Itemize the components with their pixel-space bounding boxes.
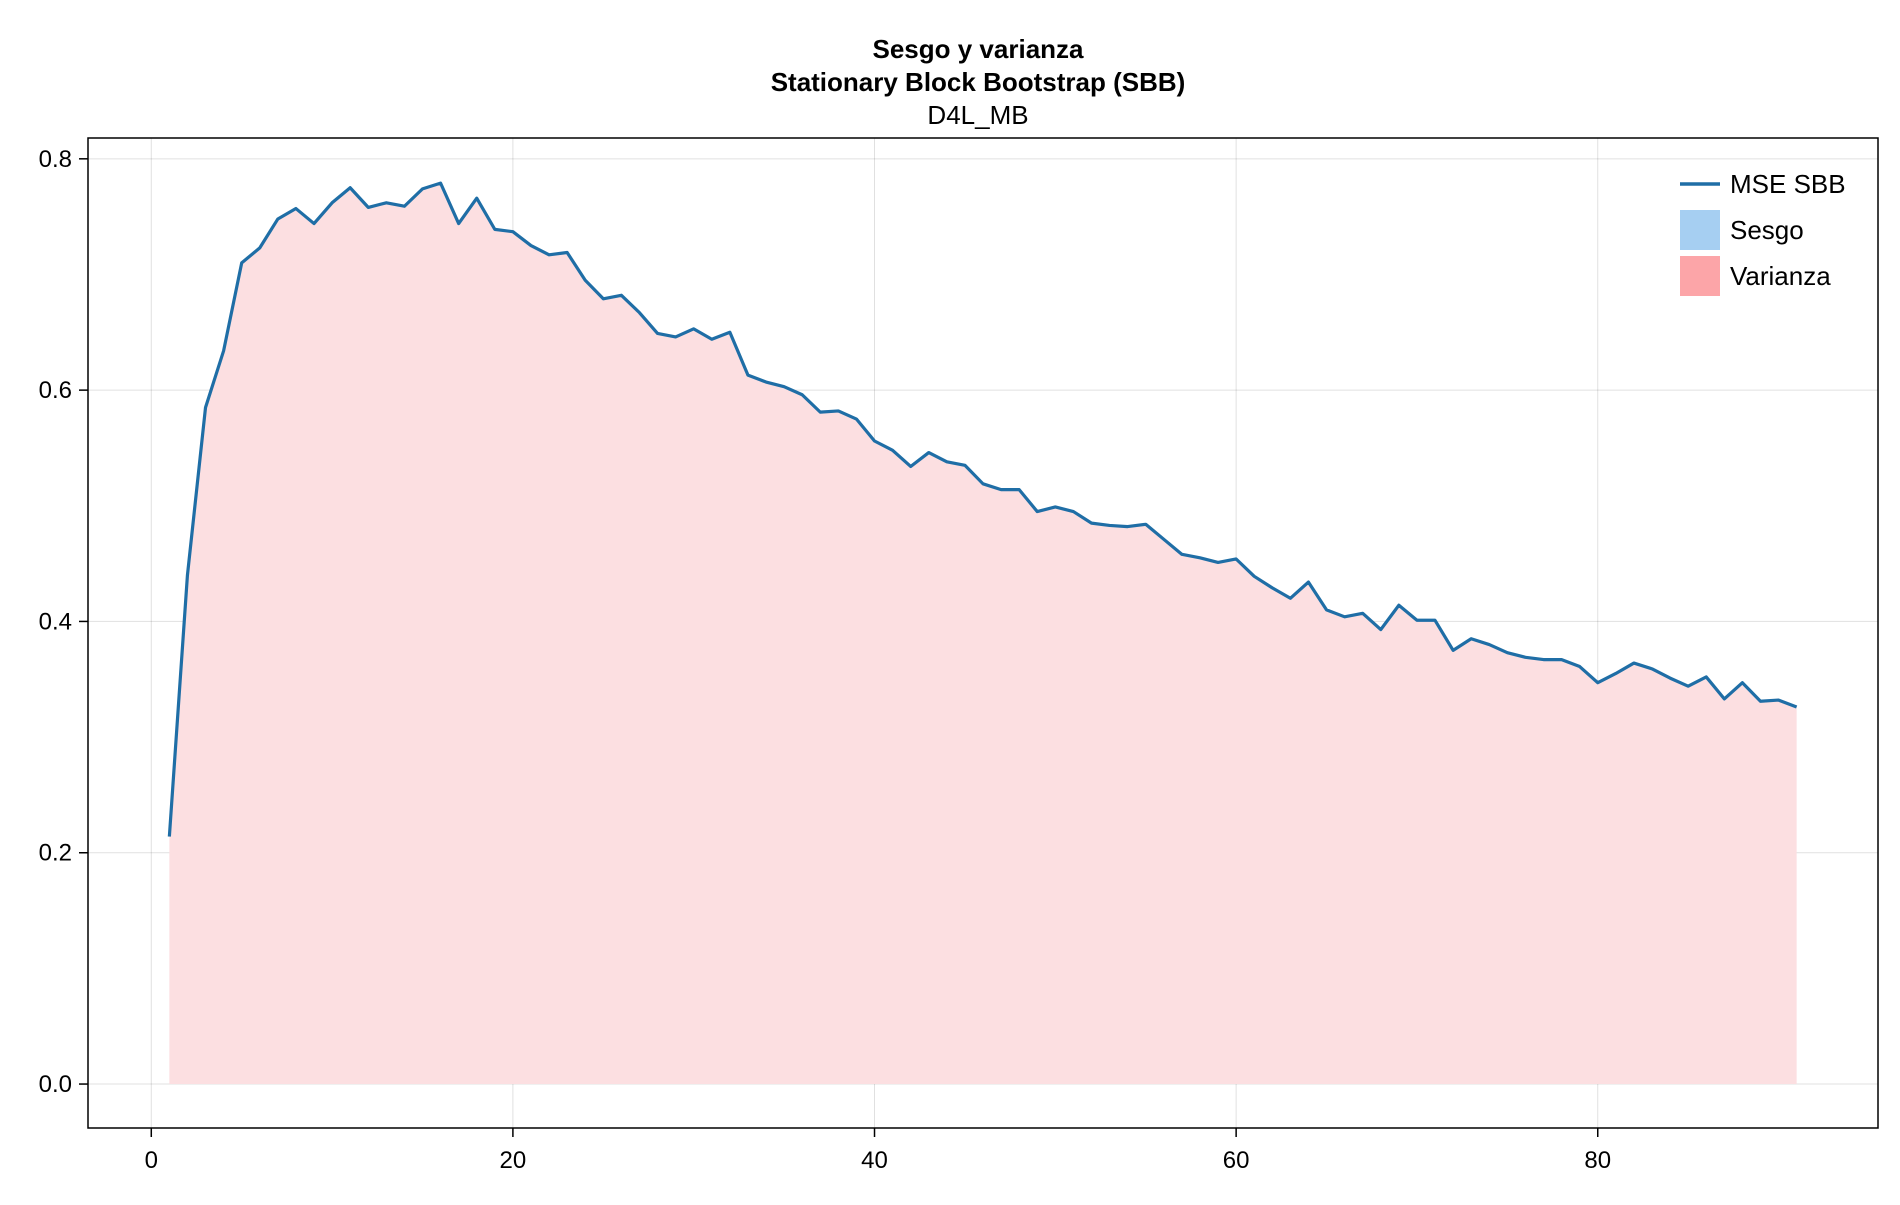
- tick-layer: 0 20 40 60 80 0.0 0.2 0.4 0.6 0.8: [39, 146, 1611, 1174]
- y-tick-label: 0.2: [39, 840, 72, 867]
- x-tick-label: 60: [1223, 1147, 1250, 1174]
- varianza-area: [169, 183, 1797, 1085]
- y-tick-label: 0.4: [39, 608, 72, 635]
- area-layer: [169, 183, 1797, 1085]
- plot-frame: [87, 137, 1879, 1129]
- line-layer: [167, 181, 1798, 837]
- legend-patch-swatch: [1680, 210, 1720, 250]
- legend-label: Sesgo: [1730, 215, 1804, 245]
- chart-subtitle: Stationary Block Bootstrap (SBB): [771, 67, 1186, 97]
- chart-subtitle-2: D4L_MB: [927, 100, 1028, 130]
- legend: MSE SBB Sesgo Varianza: [1680, 169, 1846, 296]
- x-tick-label: 40: [861, 1147, 888, 1174]
- y-tick-label: 0.6: [39, 377, 72, 404]
- x-tick-label: 80: [1584, 1147, 1611, 1174]
- mse-sbb-line: [167, 181, 1798, 837]
- legend-label: MSE SBB: [1730, 169, 1846, 199]
- legend-patch-swatch: [1680, 256, 1720, 296]
- y-tick-label: 0.0: [39, 1071, 72, 1098]
- chart-title: Sesgo y varianza: [873, 34, 1085, 64]
- x-tick-label: 0: [145, 1147, 158, 1174]
- y-tick-label: 0.8: [39, 146, 72, 173]
- legend-label: Varianza: [1730, 261, 1831, 291]
- x-tick-label: 20: [500, 1147, 527, 1174]
